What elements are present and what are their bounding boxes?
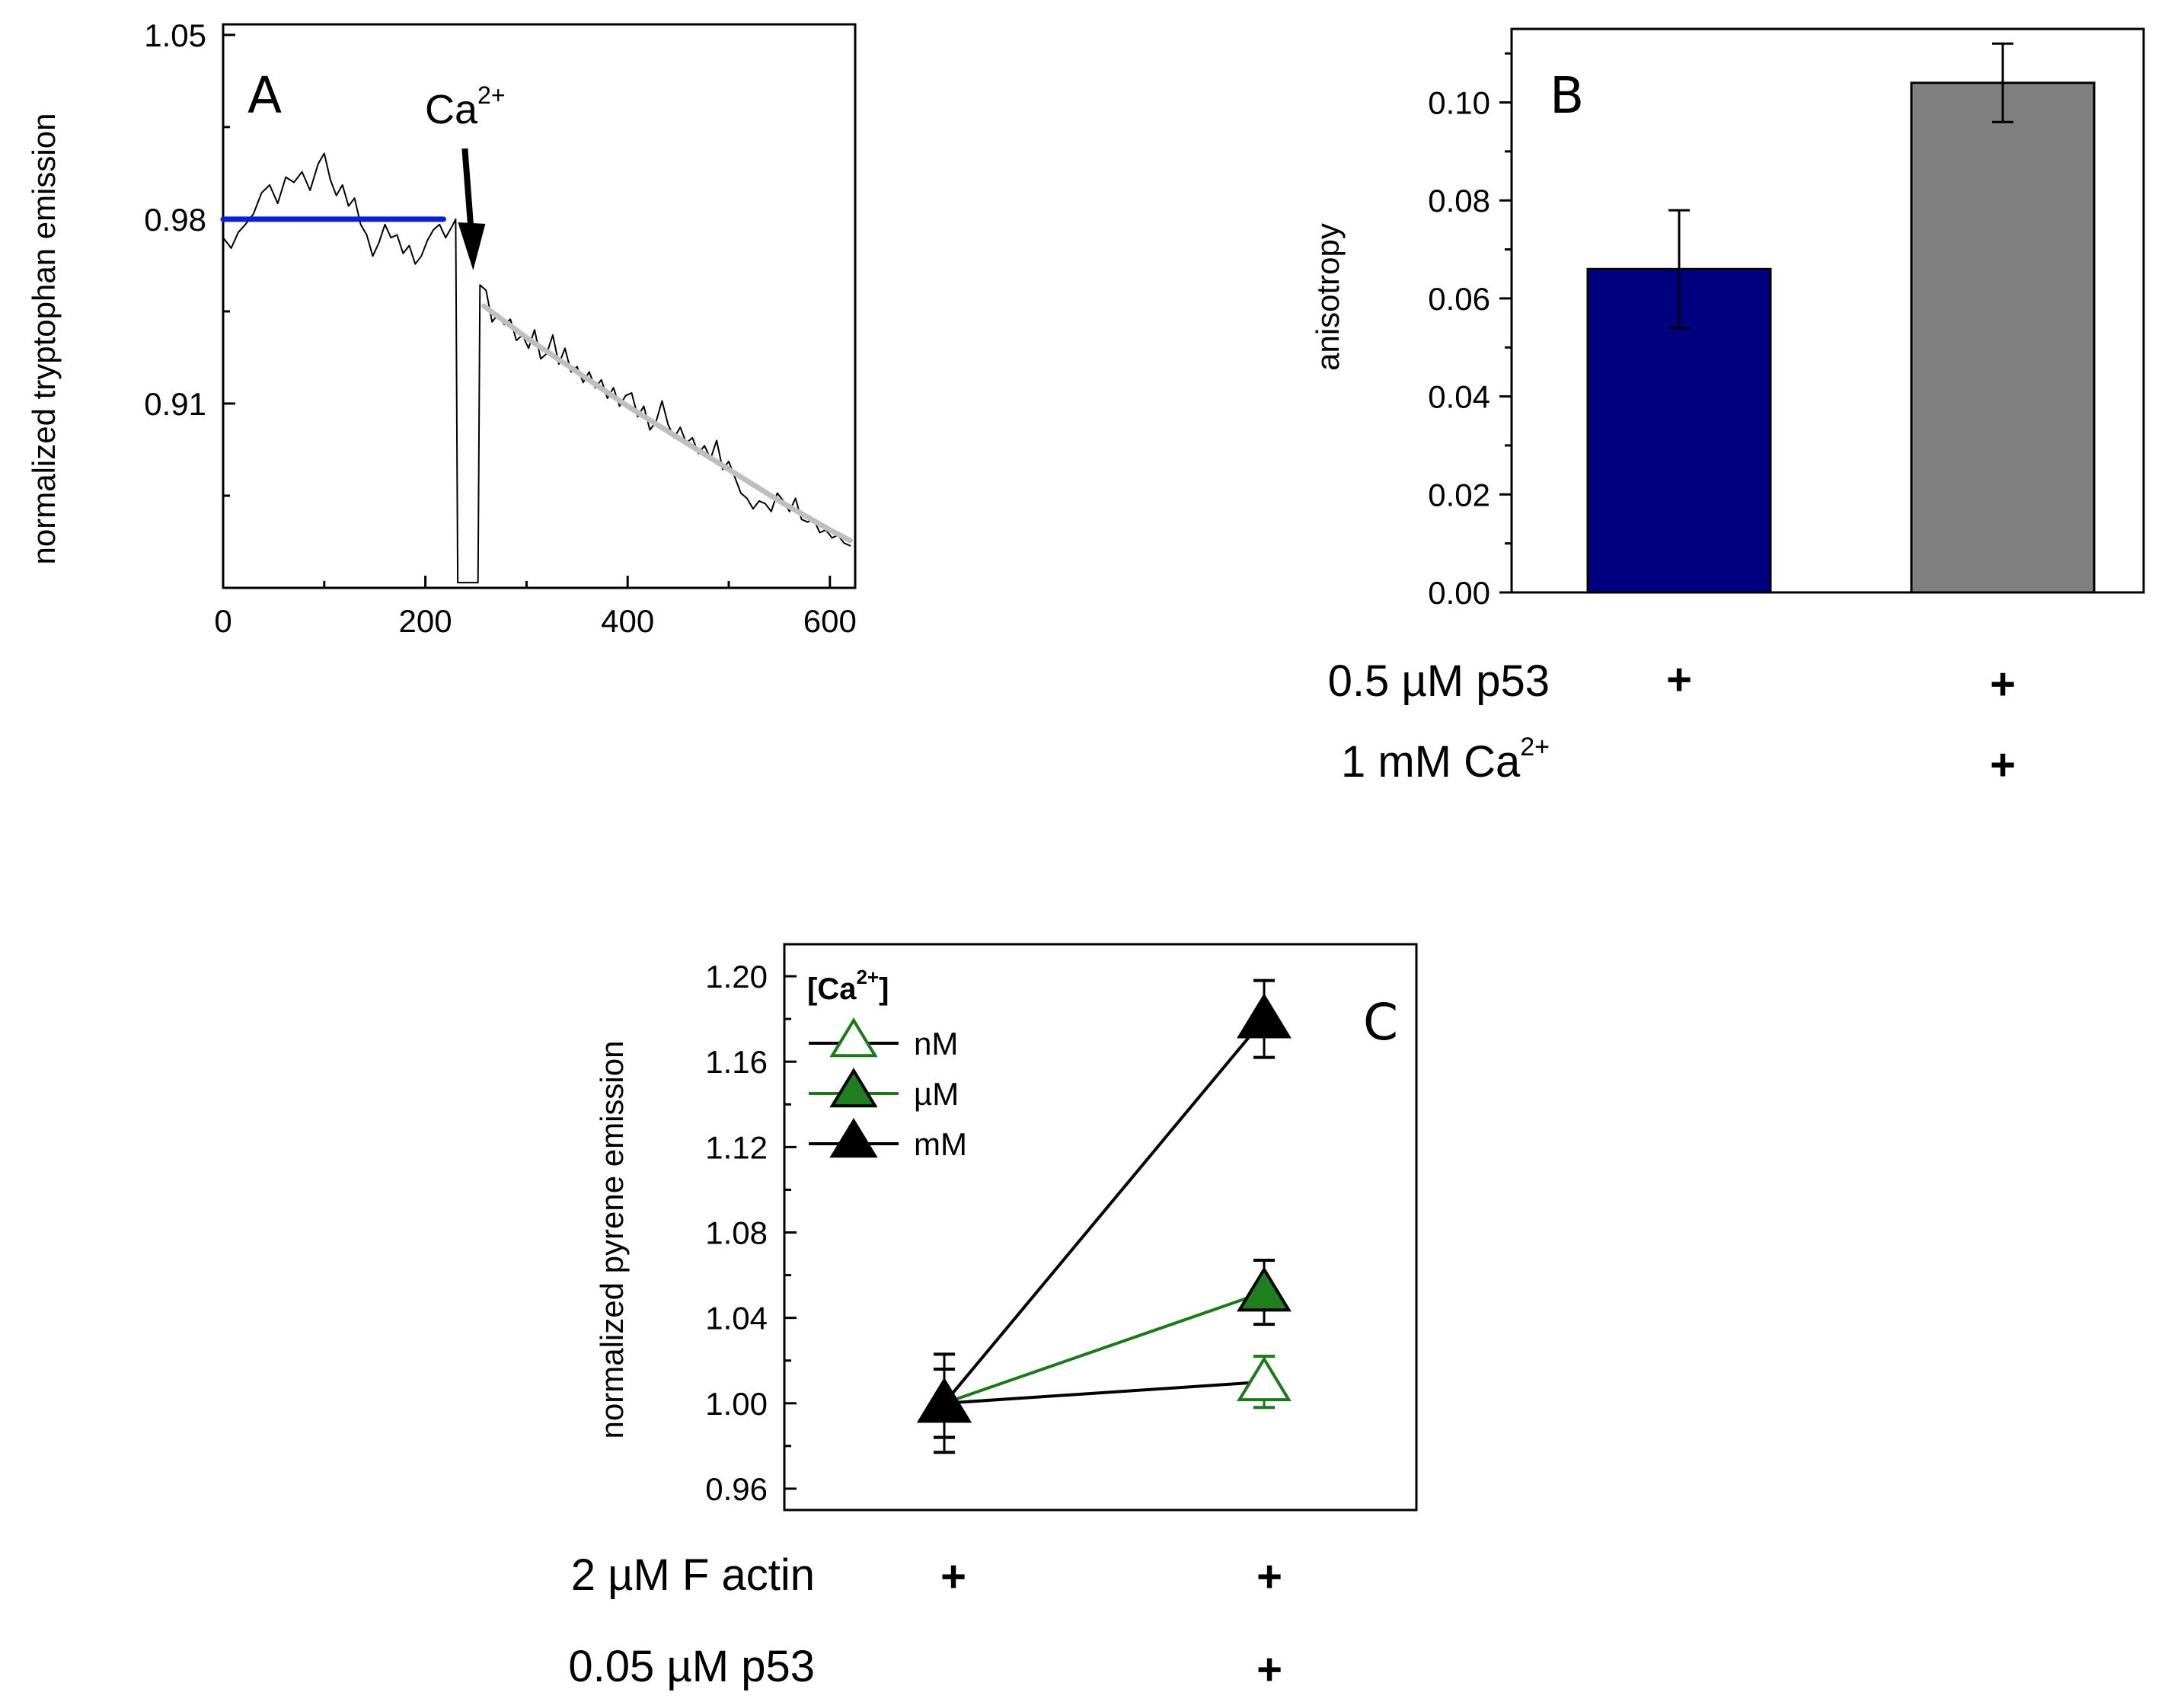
panel-c-plus-f-actin-point1: + bbox=[940, 1552, 966, 1601]
panel-b-y-ticks: 0.00 0.02 0.04 0.06 0.08 0.10 bbox=[1428, 52, 1512, 611]
panel-a-decay-fit bbox=[481, 303, 853, 544]
panel-c-condition-f-actin: 2 µM F actin bbox=[571, 1550, 815, 1600]
legend-label: mM bbox=[914, 1126, 967, 1162]
panel-c-y-axis-label: normalized pyrene emission bbox=[594, 1041, 630, 1439]
legend-label: nM bbox=[914, 1026, 958, 1062]
panel-c-series-line bbox=[944, 1291, 1265, 1405]
panel-c-condition-p53: 0.05 µM p53 bbox=[568, 1642, 815, 1691]
panel-a-x-tick-label: 200 bbox=[399, 603, 452, 639]
panel-b: 0.00 0.02 0.04 0.06 0.08 0.10 anisotropy B 0.… bbox=[1310, 27, 2145, 790]
calcium-annotation-text: Ca bbox=[425, 87, 478, 132]
panel-a-x-ticks: 0 200 400 600 bbox=[214, 576, 857, 639]
panel-a-x-tick-label: 600 bbox=[803, 603, 857, 639]
panel-c-letter: C bbox=[1363, 993, 1398, 1052]
legend-title: [Ca2+] bbox=[807, 966, 889, 1006]
panel-a-traces bbox=[220, 152, 853, 584]
panel-b-bars bbox=[1586, 42, 2096, 594]
panel-c: 0.96 1.00 1.04 1.08 1.12 1.16 1.20 normalized … bbox=[568, 943, 1418, 1694]
panel-c-y-tick-label: 1.20 bbox=[705, 959, 768, 994]
panel-b-condition-p53: 0.5 µM p53 bbox=[1328, 656, 1550, 706]
legend-title-superscript: 2+ bbox=[856, 966, 879, 988]
calcium-annotation-superscript: 2+ bbox=[477, 81, 505, 109]
panel-c-y-tick-label: 1.00 bbox=[705, 1386, 768, 1422]
panel-c-data-point-triangle-filled bbox=[1237, 993, 1292, 1039]
panel-c-series-line bbox=[944, 1380, 1265, 1405]
panel-c-y-tick-label: 1.08 bbox=[705, 1215, 768, 1251]
legend-title-text: [Ca bbox=[807, 972, 857, 1006]
panel-c-plus-f-actin-point2: + bbox=[1256, 1552, 1282, 1601]
panel-c-legend: [Ca2+] nM µM mM bbox=[807, 966, 967, 1162]
panel-c-plus-p53-point2: + bbox=[1256, 1645, 1282, 1694]
panel-b-y-tick-label: 0.00 bbox=[1428, 575, 1490, 611]
panel-b-plus-calcium-bar2: + bbox=[1990, 740, 2016, 790]
panel-b-y-tick-label: 0.04 bbox=[1428, 379, 1490, 415]
legend-label: µM bbox=[914, 1076, 959, 1112]
panel-b-y-axis-label: anisotropy bbox=[1310, 223, 1346, 371]
legend-marker bbox=[829, 1068, 878, 1108]
panel-a-frame bbox=[222, 23, 857, 589]
panel-a-letter: A bbox=[247, 66, 282, 125]
legend-rows: nM µM mM bbox=[809, 1017, 967, 1162]
panel-b-condition-calcium: 1 mM Ca2+ bbox=[1341, 733, 1550, 787]
legend-marker bbox=[829, 1118, 878, 1158]
panel-b-plus-p53-bar1: + bbox=[1666, 655, 1692, 704]
panel-c-y-ticks: 0.96 1.00 1.04 1.08 1.12 1.16 1.20 bbox=[705, 959, 797, 1507]
panel-a-y-tick-label: 1.05 bbox=[144, 18, 206, 53]
panel-a-y-tick-label: 0.91 bbox=[144, 386, 206, 422]
panel-b-frame bbox=[1510, 27, 2145, 594]
panel-a: 0 200 400 600 0.91 0.98 1.05 normalized trypt… bbox=[26, 18, 857, 639]
panel-a-x-tick-label: 0 bbox=[214, 603, 231, 639]
panel-c-data-point-triangle-open bbox=[1237, 1355, 1292, 1402]
panel-c-series bbox=[917, 979, 1292, 1454]
panel-c-y-tick-label: 1.16 bbox=[705, 1044, 768, 1080]
panel-c-data-point-triangle-filled bbox=[1237, 1266, 1292, 1312]
panel-b-plus-p53-bar2: + bbox=[1990, 659, 2016, 709]
panel-a-y-axis-label: normalized tryptophan emission bbox=[26, 113, 62, 565]
panel-c-series-line bbox=[943, 1017, 1266, 1405]
panel-a-y-ticks: 0.91 0.98 1.05 bbox=[144, 18, 235, 497]
panel-b-condition-calcium-text: 1 mM Ca bbox=[1341, 737, 1521, 787]
panel-b-bar bbox=[1910, 81, 2096, 594]
legend-title-end: ] bbox=[879, 972, 889, 1006]
panel-b-y-tick-label: 0.02 bbox=[1428, 477, 1490, 512]
panel-c-y-tick-label: 1.04 bbox=[705, 1301, 768, 1336]
legend-marker bbox=[829, 1017, 878, 1058]
panel-b-y-tick-label: 0.10 bbox=[1428, 85, 1490, 121]
panel-a-y-tick-label: 0.98 bbox=[144, 202, 206, 238]
calcium-annotation: Ca2+ bbox=[425, 81, 506, 132]
panel-b-y-tick-label: 0.08 bbox=[1428, 183, 1490, 219]
calcium-arrow bbox=[458, 148, 486, 270]
panel-c-y-tick-label: 1.12 bbox=[705, 1129, 768, 1165]
calcium-arrow-head bbox=[458, 222, 486, 270]
panel-b-y-tick-label: 0.06 bbox=[1428, 281, 1490, 317]
panel-c-data-point-triangle-filled bbox=[917, 1377, 972, 1423]
panel-b-letter: B bbox=[1550, 66, 1584, 125]
panel-a-raw-trace bbox=[222, 152, 851, 584]
panel-c-frame bbox=[783, 943, 1418, 1512]
panel-b-condition-calcium-superscript: 2+ bbox=[1520, 733, 1550, 761]
panel-a-x-tick-label: 400 bbox=[601, 603, 654, 639]
panel-c-y-tick-label: 0.96 bbox=[705, 1471, 768, 1507]
calcium-arrow-shaft bbox=[461, 148, 474, 229]
